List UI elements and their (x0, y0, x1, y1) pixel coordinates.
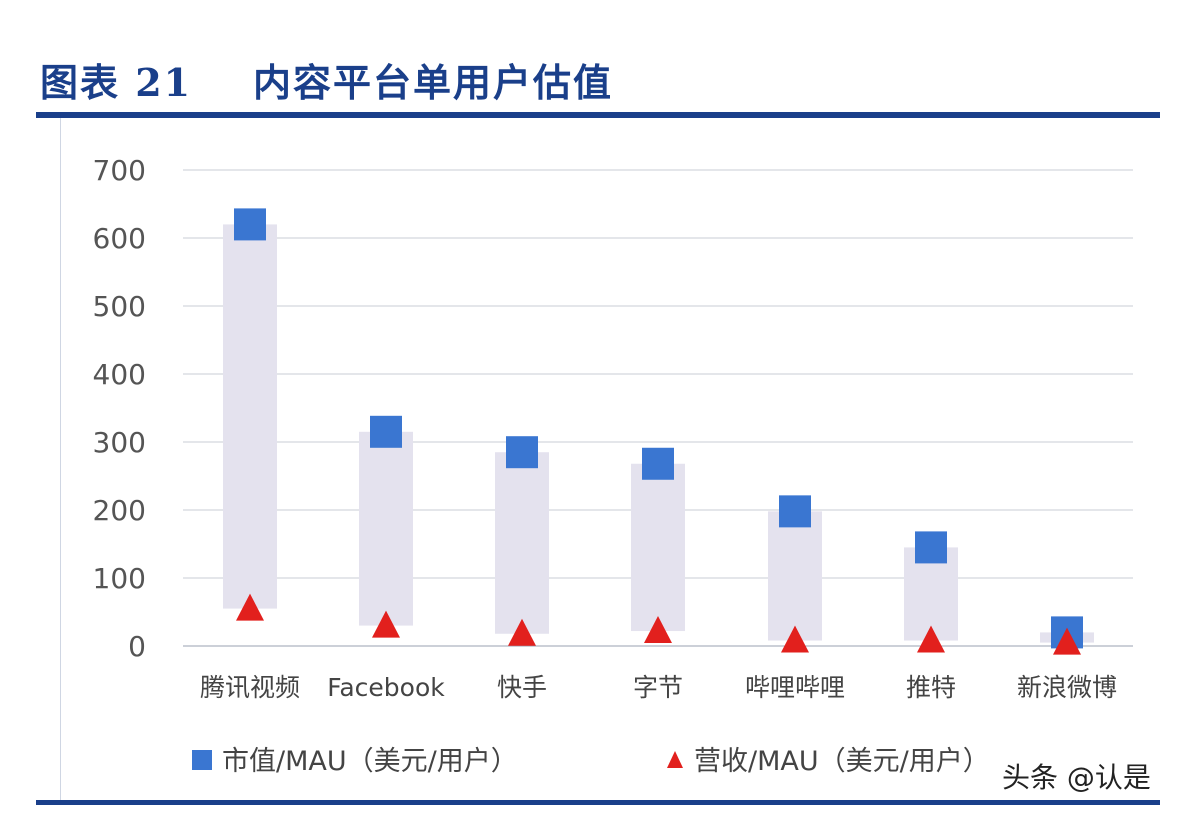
revenue-marker (1053, 627, 1081, 655)
range-bars (223, 224, 1094, 643)
data-markers (234, 208, 1083, 655)
legend-label-market-cap: 市值/MAU（美元/用户） (222, 746, 518, 777)
y-tick-label: 200 (93, 494, 146, 527)
y-tick-label: 0 (128, 630, 146, 663)
y-tick-label: 500 (93, 290, 146, 323)
x-category-label: 字节 (633, 673, 683, 702)
title-rule (36, 112, 1160, 118)
range-bar (768, 511, 822, 641)
market-cap-marker (915, 531, 947, 564)
legend-triangle-icon (667, 751, 683, 768)
x-category-label: 腾讯视频 (200, 673, 300, 702)
y-tick-label: 400 (93, 358, 146, 391)
x-axis-labels: 腾讯视频 Facebook 快手 字节 哔哩哔哩 推特 新浪微博 (200, 673, 1117, 702)
y-tick-label: 300 (93, 426, 146, 459)
legend-square-icon (192, 750, 212, 770)
x-category-label: 新浪微博 (1017, 673, 1117, 702)
market-cap-marker (506, 436, 538, 469)
range-bar (631, 463, 685, 632)
revenue-marker (236, 593, 264, 621)
y-tick-label: 700 (93, 154, 146, 187)
chart-title: 图表 21 内容平台单用户估值 (40, 60, 614, 105)
x-category-label: 快手 (497, 673, 547, 702)
bottom-rule (36, 800, 1160, 805)
range-bar (495, 452, 549, 634)
legend: 市值/MAU（美元/用户） 营收/MAU（美元/用户） (192, 746, 990, 777)
range-bar (223, 224, 277, 609)
watermark: 头条 @认是 (1002, 761, 1151, 794)
y-tick-label: 100 (93, 562, 146, 595)
x-category-label: Facebook (327, 673, 445, 702)
legend-label-revenue: 营收/MAU（美元/用户） (694, 746, 990, 777)
market-cap-marker (370, 415, 402, 448)
revenue-marker (781, 625, 809, 653)
revenue-marker (372, 610, 400, 638)
y-axis-ticks: 0 100 200 300 400 500 600 700 (93, 154, 146, 663)
market-cap-marker (234, 208, 266, 241)
x-category-label: 哔哩哔哩 (745, 673, 845, 702)
y-tick-label: 600 (93, 222, 146, 255)
market-cap-marker (779, 495, 811, 528)
x-category-label: 推特 (906, 673, 956, 702)
revenue-marker (644, 616, 672, 644)
frame-left-line (60, 118, 61, 800)
market-cap-marker (642, 447, 674, 480)
revenue-marker (508, 618, 536, 646)
revenue-marker (917, 625, 945, 653)
range-bar (359, 431, 413, 626)
